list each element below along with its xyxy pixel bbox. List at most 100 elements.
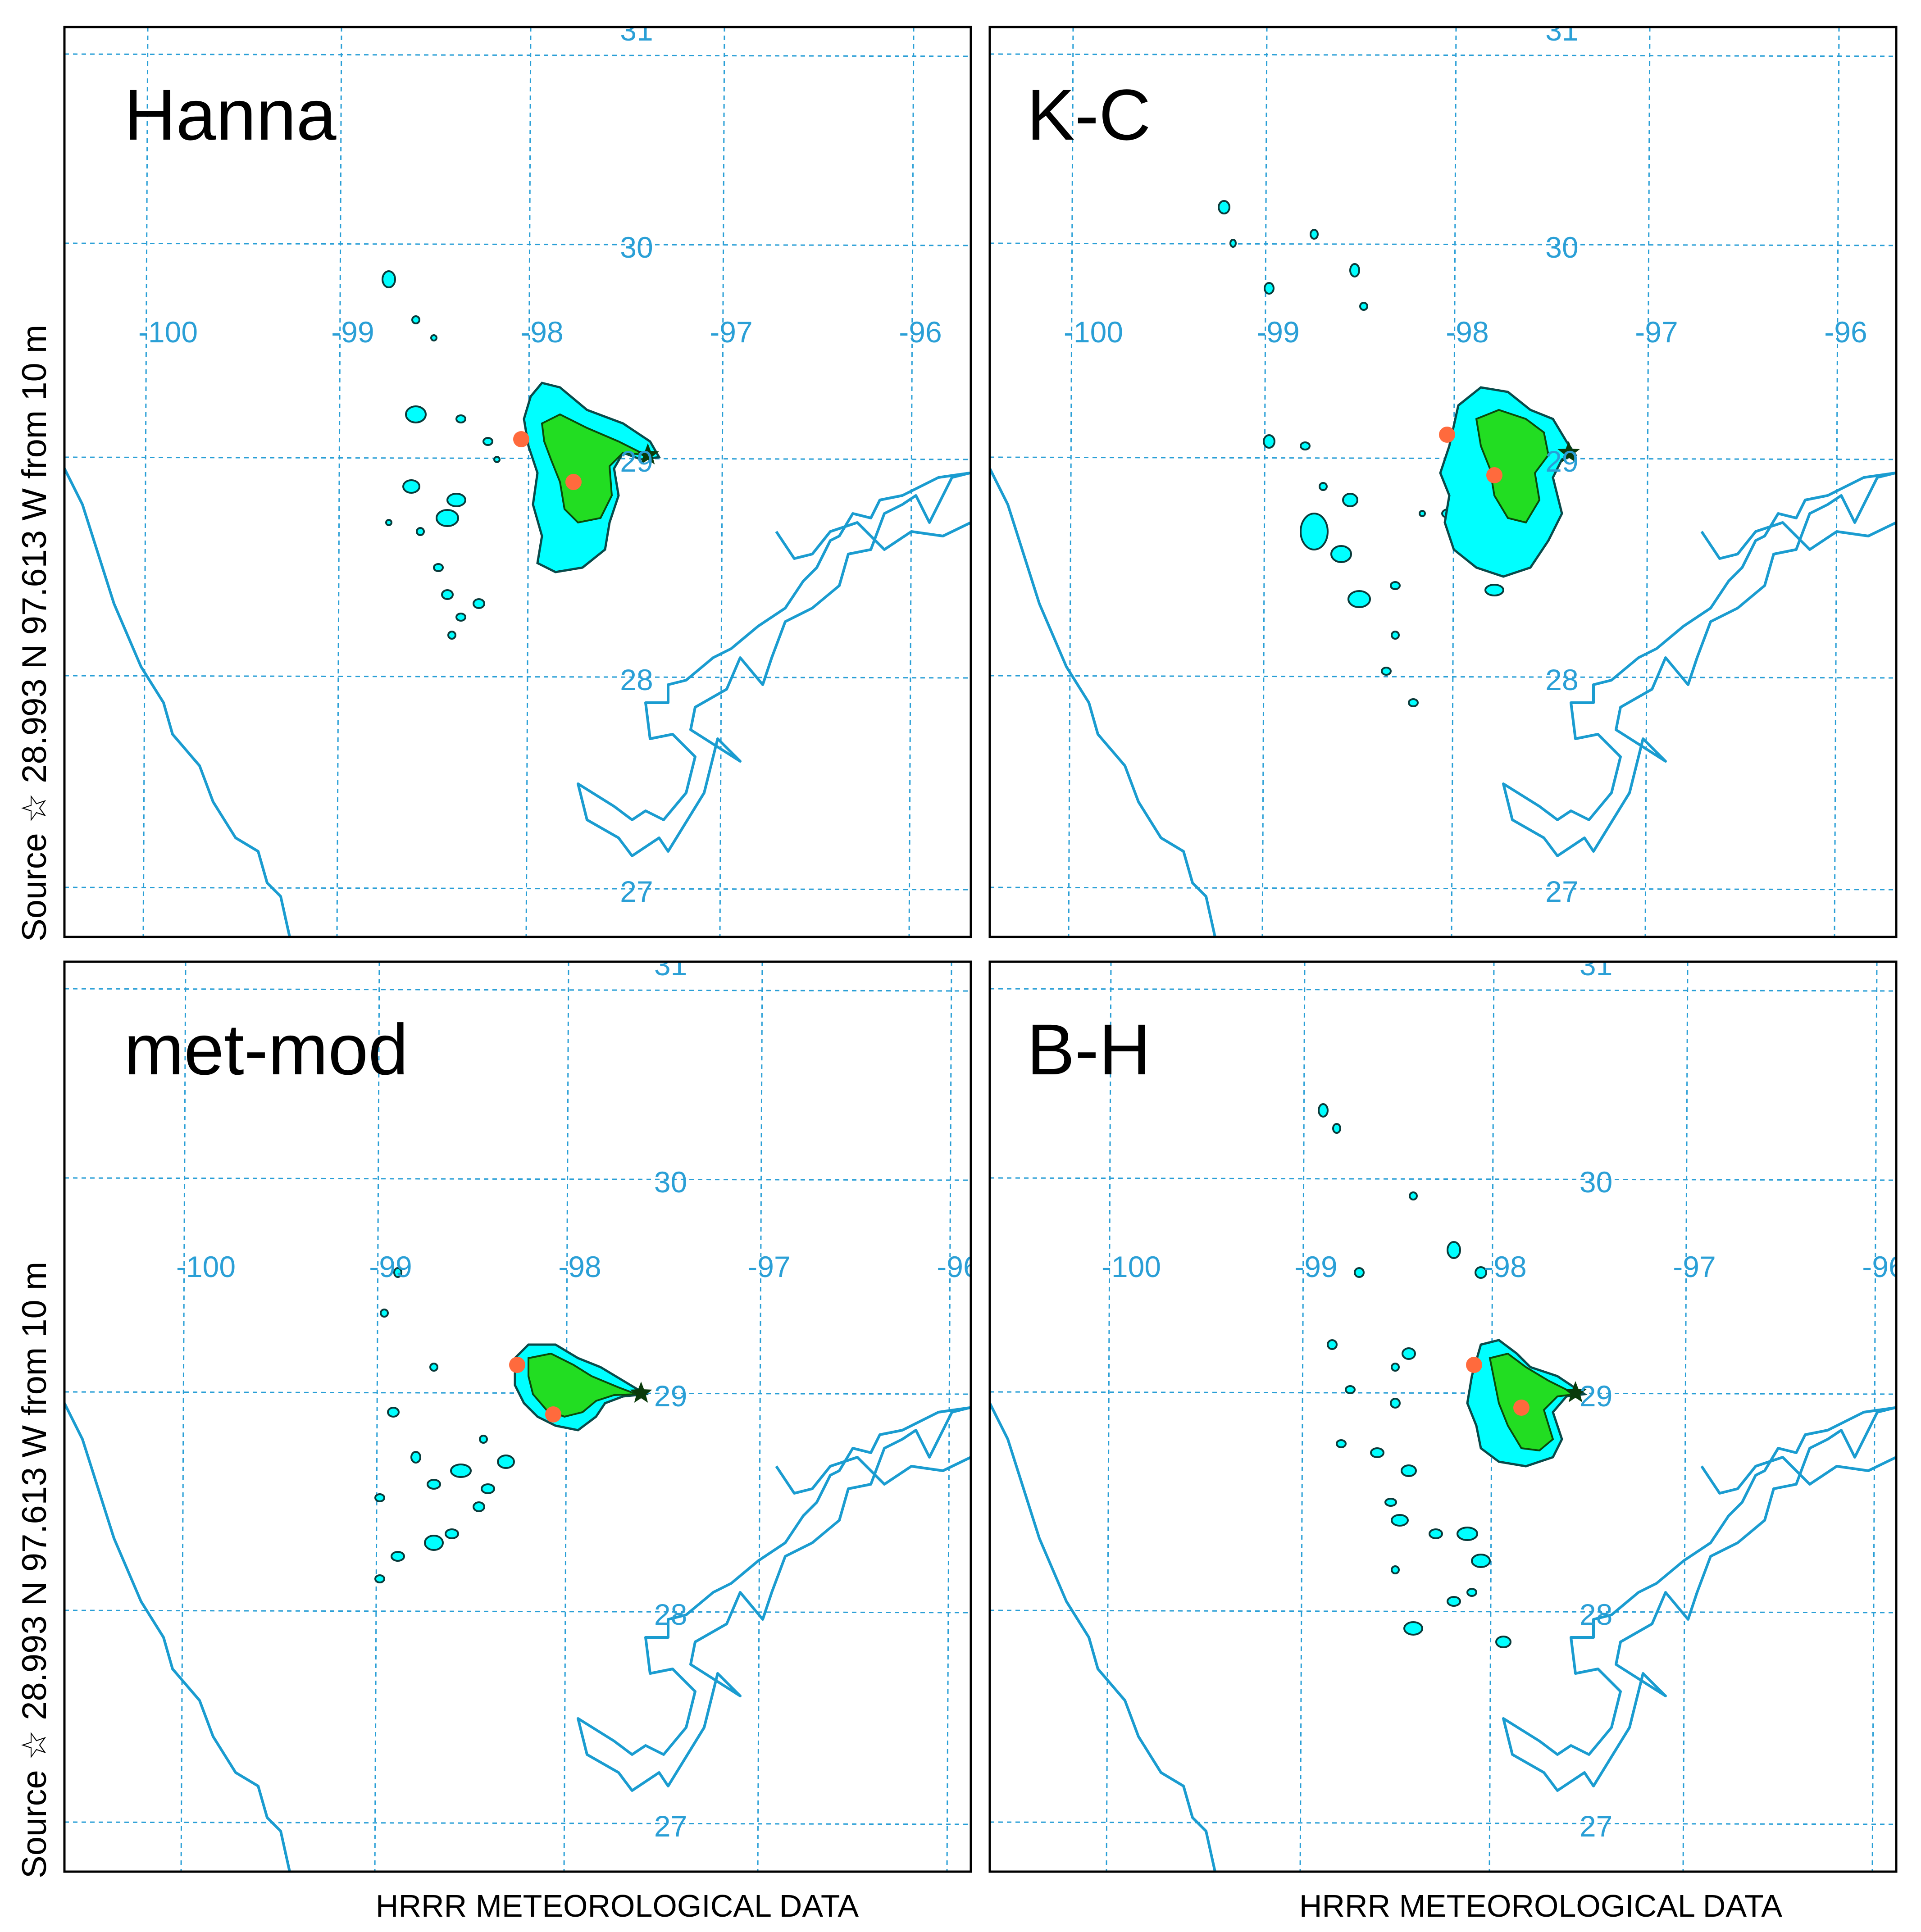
plume-fragment [1391,1514,1409,1527]
longitude-label: -99 [1256,315,1299,349]
panel-title: B-H [1027,1009,1151,1090]
plume-fragment [1370,1447,1384,1458]
plume-inner-contour [541,413,646,524]
plume-fragment [1391,631,1400,640]
observation-marker [513,431,529,447]
plume-fragment [1264,282,1275,295]
plume-fragment [410,1451,421,1464]
parallel-line [64,53,971,57]
plume-fragment [493,456,501,463]
plume-fragment [1495,1636,1511,1648]
parallel-line [64,1391,971,1395]
longitude-label: -99 [1294,1250,1337,1283]
panel-frame [988,26,1898,938]
plume-fragment [1471,1554,1491,1568]
parallel-line [990,1609,1896,1614]
plume-fragment [387,1407,400,1418]
parallel-line [990,242,1896,246]
meridian-line [142,27,149,937]
plume-fragment [382,270,396,288]
source-star-icon [1564,1381,1587,1402]
panel-title: met-mod [124,1009,408,1090]
plume-inner-contour [1489,1352,1579,1452]
plume-fragment [1391,1363,1400,1372]
plume-fragment [427,1479,441,1490]
coastline-west [990,1402,1225,1872]
longitude-label: -100 [1102,1250,1161,1283]
plume-fragment [483,437,493,446]
parallel-line [990,675,1896,679]
meridian-line [336,27,342,937]
plume-fragment [481,1483,495,1494]
coastline-east [775,1456,971,1495]
meridian-line [1261,27,1268,937]
map-content: -100 -99 -98 -97 -96 31 30 29 28 27 [990,962,1905,1872]
plume-fragment [1457,1527,1478,1541]
latitude-label: 30 [620,231,653,264]
plume-fragment [1354,1267,1365,1278]
plume-fragment [1403,1621,1423,1636]
plume-fragment [446,493,466,507]
side-label-top: Source ☆ 28.993 N 97.613 W from 10 m [15,325,54,941]
plume-fragment [424,1535,444,1551]
plume-fragment [380,1309,389,1318]
plume-fragment [1390,581,1401,590]
coastline-west [64,1402,300,1872]
coastline-gulf [577,472,971,857]
plume-fragments [382,270,501,640]
parallel-line [64,886,971,891]
meridian-line [719,27,725,937]
source-star-icon [1557,441,1580,462]
plume-fragment [429,1363,438,1372]
observation-marker [545,1406,561,1423]
longitude-label: -96 [937,1250,979,1283]
plume-fragment [1408,698,1419,707]
plume-fragment [1419,510,1426,517]
longitude-label: -99 [331,315,374,349]
plume-fragment [1484,584,1504,596]
parallel-line [990,988,1896,992]
plume-fragment [1429,1528,1443,1539]
plume-fragment [1349,263,1360,277]
plume-fragment [1402,1347,1416,1360]
longitude-label: -96 [1862,1250,1905,1283]
plume-fragments [1218,200,1504,707]
plume-inner-contour [1475,409,1550,524]
panel-frame [63,960,972,1873]
observation-marker [1513,1400,1530,1416]
latitude-label: 29 [1580,1379,1612,1413]
longitude-label: -100 [1064,315,1123,349]
plume-fragment [473,1501,485,1512]
plume-fragment [1319,482,1328,491]
latitude-label: 30 [1545,231,1578,264]
plume-fragment [1381,667,1392,676]
longitude-label: -98 [558,1250,601,1283]
latitude-label: 28 [1580,1598,1612,1631]
meridian-line [374,962,380,1872]
longitude-label: -98 [1484,1250,1526,1283]
panel-title: K-C [1027,74,1151,155]
latitude-label: 31 [620,14,653,47]
plume-fragment [1475,1266,1487,1279]
source-star-icon [637,443,659,464]
observation-marker [509,1357,525,1373]
plume-fragment [1300,513,1329,550]
latitude-label: 27 [1580,1809,1612,1843]
longitude-label: -97 [1635,315,1678,349]
meridian-line [757,962,763,1872]
plume-fragment [1318,1103,1329,1118]
coastline-gulf [577,1406,971,1792]
parallel-line [64,242,971,246]
plume-fragment [1401,1464,1417,1477]
longitude-label: -98 [1446,315,1489,349]
plume-fragment [450,1464,472,1478]
plume-fragment [1466,1588,1477,1597]
plume-fragment [1447,1596,1461,1607]
latitude-label: 30 [654,1165,687,1199]
observation-marker [1486,467,1502,483]
meridian-line [1299,962,1306,1872]
plume-fragment [445,1528,459,1539]
parallel-line [64,1609,971,1614]
parallel-line [64,988,971,992]
